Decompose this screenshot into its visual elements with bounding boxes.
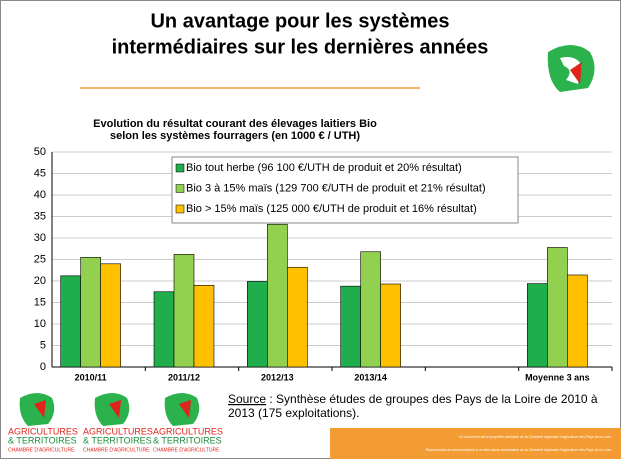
bar [153,291,175,368]
logo-text: & TERRITOIRES [83,435,152,445]
bar [267,223,288,368]
logo-mark [164,393,200,426]
x-tick-label: 2012/13 [261,372,294,382]
legend-label: Bio 3 à 15% maïs (129 700 €/UTH de produ… [186,182,486,194]
y-tick-label: 20 [34,275,46,287]
chart-title: Evolution du résultat courant des élevag… [93,118,377,130]
logo-text: & TERRITOIRES [8,435,77,445]
bar [193,284,215,368]
bar [547,247,568,368]
y-tick-label: 40 [34,189,46,201]
source-label: Source [228,392,266,406]
chart-title: selon les systèmes fourragers (en 1000 €… [110,130,360,142]
bar [287,266,308,368]
bar [527,283,548,368]
y-tick-label: 50 [34,146,46,158]
logo: AGRICULTURES& TERRITOIRES CHAMBRE D'AGRIC… [153,393,223,453]
logo-mark [94,393,130,426]
bar [80,257,101,368]
legend-swatch [175,204,185,214]
bar [340,285,361,368]
logo-mark [19,393,55,426]
y-tick-label: 5 [40,339,46,351]
bar [380,283,401,368]
logo-mark [34,400,46,418]
y-tick-label: 25 [34,253,46,265]
slide-title: Un avantage pour les systèmes [150,10,449,32]
logo-text: AGRICULTURES [8,426,78,436]
logo-text: CHAMBRE D'AGRICULTURE [8,447,75,453]
legend-box [171,156,519,224]
legend-swatch [175,163,185,173]
y-tick-label: 35 [34,210,46,222]
logo-text: CHAMBRE D'AGRICULTURE [153,447,220,453]
bar [247,281,268,368]
x-tick-label: 2013/14 [354,372,387,382]
logo-text: CHAMBRE D'AGRICULTURE [83,447,150,453]
slide-title: intermédiaires sur les dernières années [112,36,489,58]
bar [360,251,381,368]
source-text: Source : Synthèse études de groupes des … [228,392,598,406]
logo: AGRICULTURES& TERRITOIRES CHAMBRE D'AGRIC… [83,393,153,453]
legend-label: Bio > 15% maïs (125 000 €/UTH de produit… [186,203,477,215]
x-tick-label: 2010/11 [75,372,107,382]
legend-swatch [175,184,185,193]
bar [173,254,195,368]
bar [100,263,121,368]
legend-label: Bio tout herbe (96 100 €/UTH de produit … [186,162,462,174]
y-tick-label: 0 [40,361,46,373]
logo-mark [109,400,121,418]
logo-text: AGRICULTURES [153,426,223,436]
logo-mark [179,400,191,418]
x-tick-label: 2011/12 [168,372,200,382]
logo-text: AGRICULTURES [83,426,153,436]
footer-text: Reproduction et communication à un tiers… [426,448,612,452]
footer-bar [330,428,621,459]
x-tick-label: Moyenne 3 ans [525,372,590,382]
y-tick-label: 10 [34,318,46,330]
bar [60,275,81,368]
source-line: : Synthèse études de groupes des Pays de… [266,392,598,406]
y-tick-label: 15 [34,296,46,308]
footer-text: Ce document est la propriété exclusive d… [459,435,612,439]
bar [567,274,588,368]
logo-text: & TERRITOIRES [153,435,222,445]
y-tick-label: 45 [34,167,46,179]
source-text: 2013 (175 exploitations). [228,406,359,420]
logo-icon [547,45,595,92]
y-tick-label: 30 [34,232,46,244]
logo: AGRICULTURES& TERRITOIRES CHAMBRE D'AGRIC… [8,393,78,453]
